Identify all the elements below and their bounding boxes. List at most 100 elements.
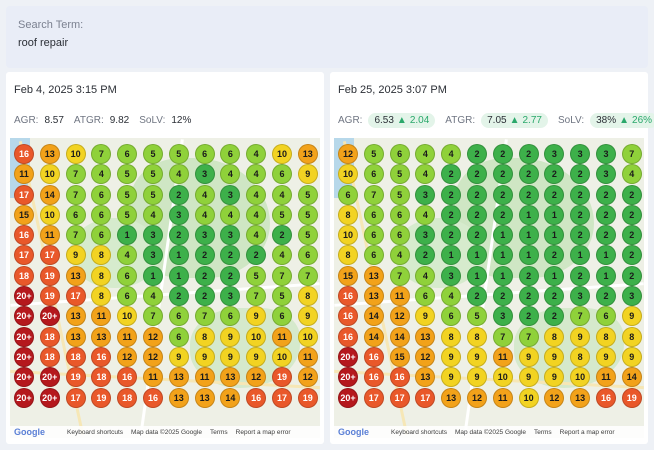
rank-dot[interactable]: 6 [168,326,189,347]
rank-dot[interactable]: 16 [363,367,384,388]
rank-dot[interactable]: 7 [492,326,513,347]
rank-dot[interactable]: 13 [415,367,436,388]
rank-dot[interactable]: 13 [297,144,318,164]
rank-dot[interactable]: 2 [570,164,591,185]
rank-dot[interactable]: 2 [492,286,513,307]
rank-dot[interactable]: 16 [595,387,616,408]
rank-dot[interactable]: 2 [492,184,513,205]
rank-dot[interactable]: 20+ [338,367,358,388]
rank-dot[interactable]: 3 [194,225,215,246]
rank-dot[interactable]: 16 [363,346,384,367]
rank-dot[interactable]: 18 [39,326,60,347]
rank-dot[interactable]: 16 [338,306,358,327]
rank-dot[interactable]: 1 [595,265,616,286]
rank-dot[interactable]: 8 [544,326,565,347]
rank-dot[interactable]: 12 [466,387,487,408]
rank-dot[interactable]: 2 [415,245,436,266]
rank-dot[interactable]: 1 [544,204,565,225]
rank-dot[interactable]: 4 [246,225,267,246]
rank-dot[interactable]: 8 [621,326,642,347]
rank-dot[interactable]: 2 [518,164,539,185]
rank-dot[interactable]: 2 [441,184,462,205]
rank-dot[interactable]: 6 [415,286,436,307]
rank-dot[interactable]: 2 [621,204,642,225]
rank-dot[interactable]: 17 [65,286,86,307]
rank-dot[interactable]: 1 [441,245,462,266]
rank-dot[interactable]: 4 [194,184,215,205]
rank-dot[interactable]: 3 [194,164,215,185]
rank-dot[interactable]: 6 [271,306,292,327]
rank-dot[interactable]: 11 [91,306,112,327]
rank-dot[interactable]: 2 [595,184,616,205]
rank-dot[interactable]: 10 [65,144,86,164]
rank-dot[interactable]: 16 [142,387,163,408]
rank-dot[interactable]: 11 [492,387,513,408]
rank-dot[interactable]: 18 [91,367,112,388]
rank-dot[interactable]: 19 [271,367,292,388]
rank-dot[interactable]: 8 [91,265,112,286]
rank-dot[interactable]: 6 [363,225,384,246]
rank-dot[interactable]: 2 [518,286,539,307]
rank-dot[interactable]: 1 [466,265,487,286]
rank-dot[interactable]: 11 [117,326,138,347]
rank-dot[interactable]: 5 [297,204,318,225]
rank-dot[interactable]: 9 [220,326,241,347]
rank-dot[interactable]: 12 [297,367,318,388]
rank-dot[interactable]: 9 [621,306,642,327]
rank-dot[interactable]: 19 [39,286,60,307]
rank-dot[interactable]: 7 [91,144,112,164]
rank-dot[interactable]: 1 [492,245,513,266]
rank-dot[interactable]: 6 [389,225,410,246]
rank-dot[interactable]: 12 [142,346,163,367]
rank-dot[interactable]: 9 [65,245,86,266]
rank-dot[interactable]: 3 [492,306,513,327]
rank-dot[interactable]: 7 [65,184,86,205]
keyboard-shortcuts-link[interactable]: Keyboard shortcuts [391,428,448,436]
rank-dot[interactable]: 13 [441,387,462,408]
rank-dot[interactable]: 3 [570,144,591,164]
rank-dot[interactable]: 4 [271,184,292,205]
rank-dot[interactable]: 5 [363,144,384,164]
rank-dot[interactable]: 1 [168,245,189,266]
rank-dot[interactable]: 16 [389,367,410,388]
rank-dot[interactable]: 4 [415,164,436,185]
rank-dot[interactable]: 3 [142,225,163,246]
rank-dot[interactable]: 19 [65,367,86,388]
rank-dot[interactable]: 6 [389,144,410,164]
rank-dot[interactable]: 10 [518,387,539,408]
rank-dot[interactable]: 4 [415,144,436,164]
rank-dot[interactable]: 3 [220,184,241,205]
rank-dot[interactable]: 9 [544,367,565,388]
rank-dot[interactable]: 3 [142,245,163,266]
rank-dot[interactable]: 11 [492,346,513,367]
rank-dot[interactable]: 11 [39,225,60,246]
rank-dot[interactable]: 4 [389,245,410,266]
rank-dot[interactable]: 9 [220,346,241,367]
rank-dot[interactable]: 3 [544,144,565,164]
rank-dot[interactable]: 4 [117,245,138,266]
rank-dot[interactable]: 2 [595,204,616,225]
rank-dot[interactable]: 6 [220,144,241,164]
rank-dot[interactable]: 13 [415,326,436,347]
rank-dot[interactable]: 6 [363,204,384,225]
rank-dot[interactable]: 17 [389,387,410,408]
rank-dot[interactable]: 11 [595,367,616,388]
rank-dot[interactable]: 9 [441,346,462,367]
rank-dot[interactable]: 20+ [14,346,34,367]
rank-dot[interactable]: 4 [621,164,642,185]
rank-dot[interactable]: 2 [466,204,487,225]
rank-dot[interactable]: 5 [142,144,163,164]
rank-dot[interactable]: 4 [220,164,241,185]
rank-dot[interactable]: 8 [194,326,215,347]
keyboard-shortcuts-link[interactable]: Keyboard shortcuts [67,428,124,436]
rank-dot[interactable]: 20+ [39,367,60,388]
rank-dot[interactable]: 13 [363,286,384,307]
rank-dot[interactable]: 1 [117,225,138,246]
rank-dot[interactable]: 3 [415,225,436,246]
rank-dot[interactable]: 1 [518,204,539,225]
rank-dot[interactable]: 9 [518,367,539,388]
rank-dot[interactable]: 20+ [14,367,34,388]
rank-dot[interactable]: 7 [194,306,215,327]
rank-dot[interactable]: 6 [91,225,112,246]
terms-link[interactable]: Terms [533,428,552,436]
